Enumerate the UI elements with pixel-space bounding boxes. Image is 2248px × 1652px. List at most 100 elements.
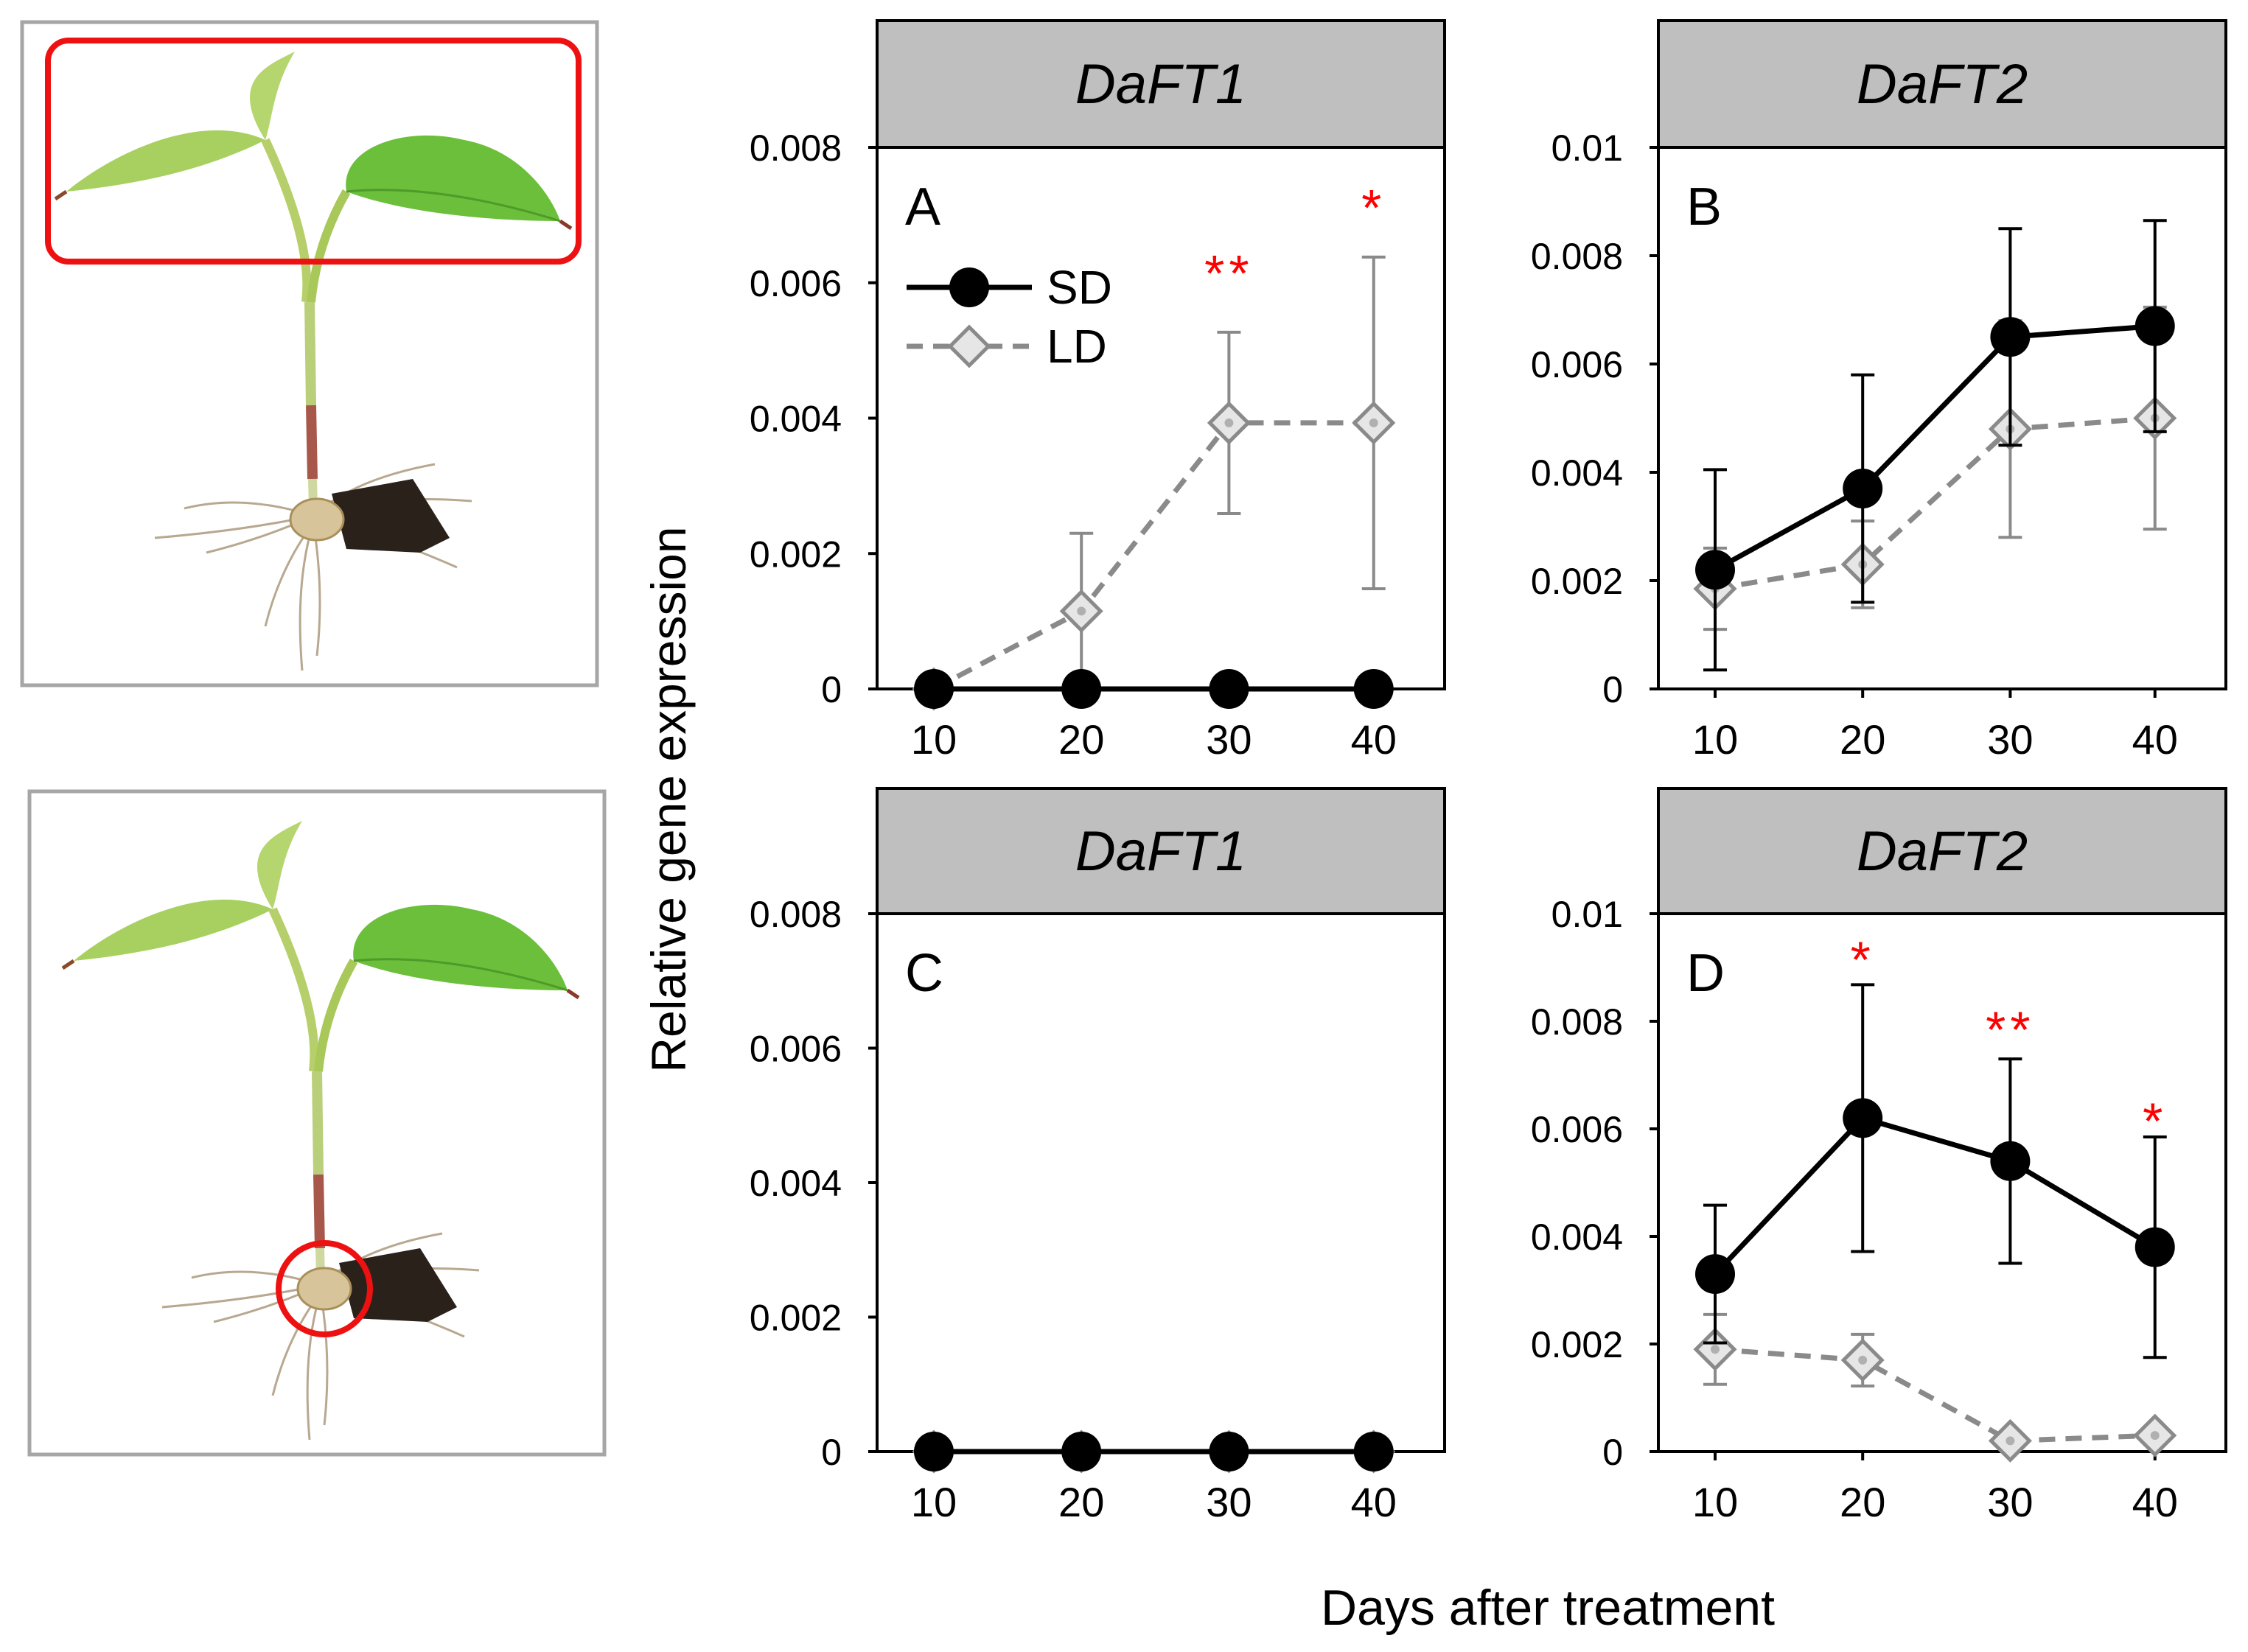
data-point-SD (1843, 469, 1883, 509)
data-point-LD-dot (2006, 1436, 2015, 1446)
y-tick-label: 0.008 (750, 127, 842, 169)
series-SD (1695, 219, 2175, 672)
chart-panel-B: DaFT2 0 0.002 0.004 0.006 0.008 0.01 10 20 30 40 B (1531, 19, 2227, 763)
leaf-right (346, 135, 560, 221)
y-tick-label: 0.01 (1551, 127, 1623, 169)
significance-star: ** (1204, 245, 1253, 302)
x-tick-label: 30 (1206, 716, 1252, 763)
y-tick-label: 0.002 (750, 533, 842, 575)
plot-frame (1657, 912, 2227, 1453)
data-point-LD-dot (1224, 418, 1234, 427)
data-point-SD (1695, 550, 1735, 590)
data-point-SD (2134, 1227, 2175, 1267)
data-point-SD (1843, 1098, 1883, 1138)
panel-letter: D (1686, 944, 1725, 1003)
x-tick-label: 10 (911, 1479, 957, 1525)
series-SD (914, 1432, 1394, 1471)
leaf-tip-dry (559, 219, 573, 231)
x-tick-label: 30 (1987, 716, 2033, 763)
leaf-tip-dry (61, 959, 75, 970)
significance-star: * (1851, 931, 1875, 988)
data-point-LD-dot (1858, 1355, 1868, 1365)
x-tick-label: 40 (2132, 1479, 2178, 1525)
panel-gene-title: DaFT2 (1857, 53, 2028, 116)
data-point-SD (1695, 1254, 1735, 1295)
panel-gene-title: DaFT2 (1857, 820, 2028, 883)
series-line (1714, 416, 2156, 592)
leaf-tip-dry (566, 988, 580, 1000)
legend: SD LD (907, 261, 1112, 373)
stem-red (313, 1174, 325, 1249)
data-point-SD (1990, 317, 2031, 357)
x-tick-label: 20 (1840, 1479, 1885, 1525)
panel-gene-title: DaFT1 (1075, 53, 1246, 116)
chart-panel-C: DaFT1 0 0.002 0.004 0.006 0.008 10 20 30 40 C (750, 787, 1446, 1525)
tuber (296, 1267, 352, 1311)
stem-red (306, 405, 318, 480)
x-tick-label: 10 (1692, 716, 1738, 763)
series-SD (914, 669, 1394, 709)
legend-marker-SD (949, 267, 989, 307)
x-tick-label: 10 (911, 716, 957, 763)
series-SD (1695, 983, 2175, 1359)
y-tick-label: 0.002 (1531, 1324, 1623, 1365)
series-LD (1693, 1312, 2177, 1463)
significance-star: * (1361, 179, 1386, 237)
leaf-stalk (261, 138, 312, 303)
significance-star: * (2143, 1092, 2167, 1149)
data-point-SD (1061, 1432, 1102, 1471)
series-line (932, 420, 1374, 692)
leaf-right (353, 904, 568, 990)
panel-letter: C (905, 944, 943, 1003)
chart-panel-D: DaFT2 0 0.002 0.004 0.006 0.008 0.01 10 20 30 40 D *… (1531, 787, 2227, 1525)
data-point-SD (2134, 306, 2175, 346)
data-point-SD (1353, 1432, 1394, 1471)
x-tick-label: 30 (1987, 1479, 2033, 1525)
y-tick-label: 0.002 (750, 1298, 842, 1339)
leaf-vein (353, 958, 568, 992)
panel-header (1657, 19, 2227, 149)
data-point-SD (1990, 1141, 2031, 1181)
x-tick-label: 30 (1206, 1479, 1252, 1525)
data-point-SD (1209, 669, 1249, 709)
highlight-circle (276, 1240, 373, 1337)
y-tick-label: 0.004 (750, 1163, 842, 1204)
leaf-stalk (314, 959, 358, 1072)
y-tick-label: 0.008 (1531, 236, 1623, 277)
series-line (1713, 1115, 2157, 1276)
y-tick-label: 0.002 (1531, 561, 1623, 602)
y-tick-label: 0.004 (1531, 452, 1623, 494)
data-point-SD (914, 1432, 954, 1471)
leaf-stalk (307, 189, 351, 303)
highlight-box (45, 38, 582, 265)
x-tick-label: 10 (1692, 1479, 1738, 1525)
x-tick-label: 20 (1058, 1479, 1104, 1525)
y-tick-label: 0.006 (1531, 1109, 1623, 1150)
x-tick-label: 40 (1351, 1479, 1397, 1525)
y-tick-label: 0.004 (1531, 1217, 1623, 1258)
leaf-vein (346, 189, 561, 223)
leaf-left (66, 130, 265, 192)
leaf-tip-dry (54, 189, 68, 201)
data-point-SD (914, 669, 954, 709)
panel-header (876, 19, 1446, 149)
plot-frame (876, 912, 1446, 1453)
stem (304, 301, 316, 406)
x-tick-label: 40 (1351, 716, 1397, 763)
photo-frame (27, 789, 607, 1457)
leaf-tip (250, 52, 295, 140)
seedling-photo-tuber (27, 789, 607, 1457)
data-point-LD-dot (1711, 1345, 1720, 1354)
y-tick-label: 0.004 (750, 399, 842, 440)
y-tick-label: 0.008 (1531, 1001, 1623, 1043)
x-tick-label: 40 (2132, 716, 2178, 763)
y-tick-label: 0.008 (750, 894, 842, 935)
y-tick-label: 0.006 (1531, 344, 1623, 385)
seedling-photo-leaves (20, 20, 599, 687)
y-tick-label: 0.01 (1551, 894, 1623, 935)
leaf-left (74, 899, 273, 961)
data-point-SD (1353, 669, 1394, 709)
